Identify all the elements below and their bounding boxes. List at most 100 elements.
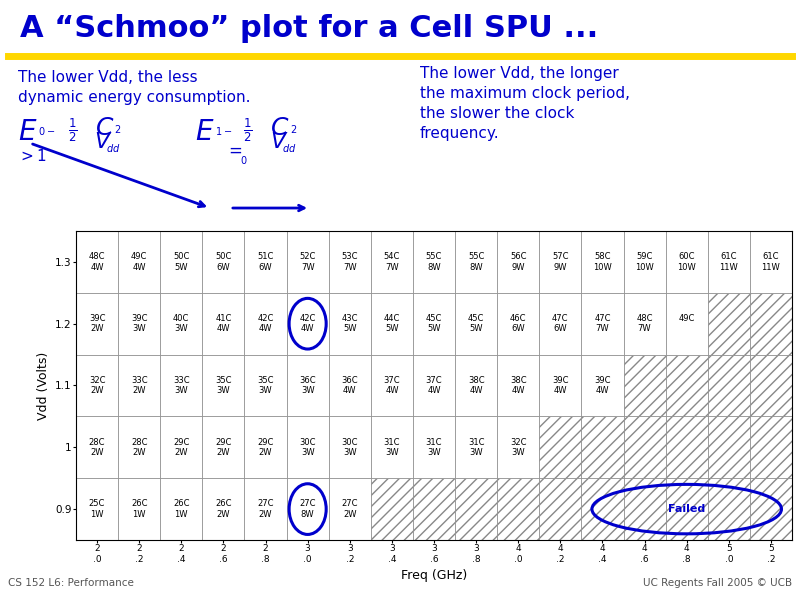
- Text: 35C
3W: 35C 3W: [215, 376, 232, 395]
- Text: 26C
1W: 26C 1W: [131, 499, 147, 519]
- Bar: [76, 293, 118, 355]
- Bar: [666, 416, 708, 478]
- Text: 33C
2W: 33C 2W: [131, 376, 147, 395]
- Bar: [202, 231, 245, 293]
- Bar: [202, 478, 245, 540]
- Text: $\frac{1}{2}$: $\frac{1}{2}$: [243, 116, 253, 143]
- Text: 43C
5W: 43C 5W: [342, 314, 358, 334]
- Text: 45C
5W: 45C 5W: [468, 314, 484, 334]
- Text: 60C
10W: 60C 10W: [678, 252, 696, 272]
- Bar: [666, 293, 708, 355]
- Bar: [708, 416, 750, 478]
- Text: 26C
1W: 26C 1W: [173, 499, 190, 519]
- Text: 26C
2W: 26C 2W: [215, 499, 232, 519]
- Bar: [329, 293, 371, 355]
- Bar: [76, 416, 118, 478]
- Text: 28C
2W: 28C 2W: [89, 437, 106, 457]
- Text: $>1$: $>1$: [18, 148, 47, 164]
- Bar: [708, 478, 750, 540]
- Text: 28C
2W: 28C 2W: [131, 437, 147, 457]
- Bar: [708, 231, 750, 293]
- Text: A “Schmoo” plot for a Cell SPU ...: A “Schmoo” plot for a Cell SPU ...: [20, 14, 598, 43]
- Bar: [666, 478, 708, 540]
- Text: 48C
7W: 48C 7W: [636, 314, 653, 334]
- Bar: [371, 355, 413, 416]
- Text: $^{2}$: $^{2}$: [290, 124, 298, 138]
- Bar: [286, 478, 329, 540]
- Text: 52C
7W: 52C 7W: [299, 252, 316, 272]
- X-axis label: Freq (GHz): Freq (GHz): [401, 569, 467, 582]
- Text: 40C
3W: 40C 3W: [173, 314, 190, 334]
- Bar: [497, 416, 539, 478]
- Bar: [160, 478, 202, 540]
- Text: 36C
4W: 36C 4W: [342, 376, 358, 395]
- Bar: [329, 355, 371, 416]
- Text: 39C
4W: 39C 4W: [552, 376, 569, 395]
- Text: $_{0-}$: $_{0-}$: [38, 124, 55, 138]
- Bar: [160, 355, 202, 416]
- Text: 47C
6W: 47C 6W: [552, 314, 569, 334]
- Text: UC Regents Fall 2005 © UCB: UC Regents Fall 2005 © UCB: [643, 578, 792, 589]
- Text: $C$: $C$: [270, 116, 290, 140]
- Bar: [245, 355, 286, 416]
- Bar: [708, 293, 750, 355]
- Text: 32C
3W: 32C 3W: [510, 437, 526, 457]
- Bar: [202, 355, 245, 416]
- Text: $_{dd}$: $_{dd}$: [106, 141, 121, 155]
- Text: 53C
7W: 53C 7W: [342, 252, 358, 272]
- Bar: [413, 478, 455, 540]
- Text: $^{2}$: $^{2}$: [114, 124, 122, 138]
- Bar: [539, 355, 582, 416]
- Text: 58C
10W: 58C 10W: [593, 252, 612, 272]
- Text: $C$: $C$: [95, 116, 114, 140]
- Text: 38C
4W: 38C 4W: [468, 376, 485, 395]
- Bar: [118, 416, 160, 478]
- Text: 27C
2W: 27C 2W: [258, 499, 274, 519]
- Text: dynamic energy consumption.: dynamic energy consumption.: [18, 90, 250, 105]
- Text: 56C
9W: 56C 9W: [510, 252, 526, 272]
- Text: The lower Vdd, the longer: The lower Vdd, the longer: [420, 66, 618, 81]
- Bar: [623, 293, 666, 355]
- Bar: [539, 416, 582, 478]
- Bar: [582, 231, 623, 293]
- Bar: [750, 416, 792, 478]
- Bar: [245, 293, 286, 355]
- Text: 42C
4W: 42C 4W: [299, 314, 316, 334]
- Bar: [329, 231, 371, 293]
- Text: 46C
6W: 46C 6W: [510, 314, 526, 334]
- Bar: [750, 355, 792, 416]
- Bar: [455, 478, 497, 540]
- Bar: [118, 355, 160, 416]
- Text: 39C
2W: 39C 2W: [89, 314, 106, 334]
- Bar: [286, 231, 329, 293]
- Text: $_{1-}$: $_{1-}$: [215, 124, 232, 138]
- Bar: [582, 416, 623, 478]
- Text: 51C
6W: 51C 6W: [258, 252, 274, 272]
- Text: 61C
11W: 61C 11W: [762, 252, 780, 272]
- Text: $=$: $=$: [225, 141, 242, 159]
- Text: 42C
4W: 42C 4W: [258, 314, 274, 334]
- Bar: [455, 416, 497, 478]
- Bar: [750, 293, 792, 355]
- Bar: [666, 355, 708, 416]
- Text: 45C
5W: 45C 5W: [426, 314, 442, 334]
- Bar: [497, 355, 539, 416]
- Bar: [539, 478, 582, 540]
- Bar: [497, 293, 539, 355]
- Text: 38C
4W: 38C 4W: [510, 376, 526, 395]
- Bar: [286, 293, 329, 355]
- Text: $_{dd}$: $_{dd}$: [282, 141, 297, 155]
- Bar: [245, 231, 286, 293]
- Text: 61C
11W: 61C 11W: [719, 252, 738, 272]
- Text: the maximum clock period,: the maximum clock period,: [420, 86, 630, 101]
- Text: 54C
7W: 54C 7W: [384, 252, 400, 272]
- Bar: [582, 293, 623, 355]
- Bar: [666, 231, 708, 293]
- Text: 25C
1W: 25C 1W: [89, 499, 106, 519]
- Text: 50C
6W: 50C 6W: [215, 252, 231, 272]
- Text: 31C
3W: 31C 3W: [468, 437, 484, 457]
- Text: $V$: $V$: [270, 132, 289, 152]
- Text: $\frac{1}{2}$: $\frac{1}{2}$: [68, 116, 78, 143]
- Text: 30C
3W: 30C 3W: [299, 437, 316, 457]
- Bar: [623, 231, 666, 293]
